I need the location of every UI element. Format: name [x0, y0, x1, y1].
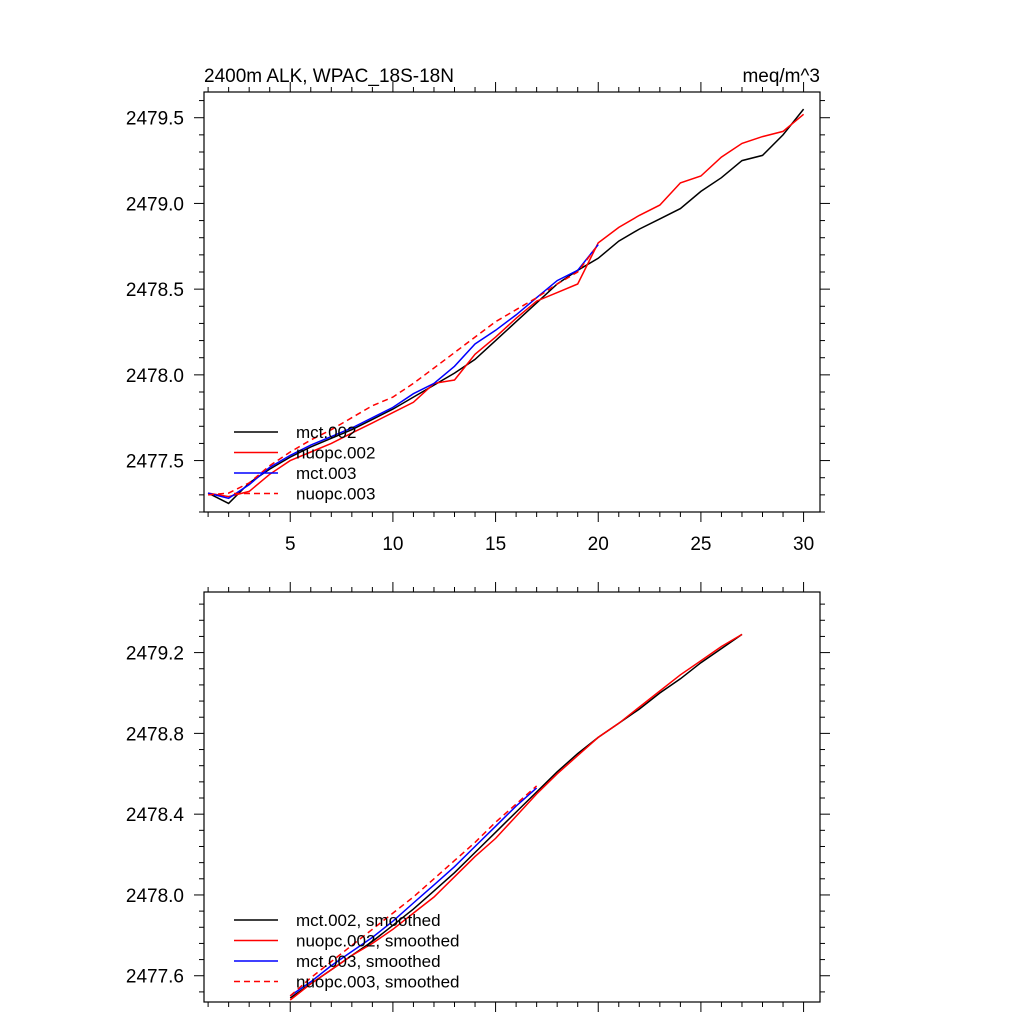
series-line-mct-002-smoothed — [289, 633, 743, 999]
units-label: meq/m^3 — [742, 66, 820, 87]
y-tick-label: 2478.4 — [126, 805, 185, 826]
x-tick-label: 5 — [285, 534, 296, 555]
legend-label: mct.002 — [296, 423, 356, 442]
legend-label: mct.003 — [296, 464, 356, 483]
legend-label: nuopc.003, smoothed — [296, 973, 460, 992]
bottom-panel: 2477.6 2478.0 2478.4 2478.8 2479.2 mct.002, s… — [126, 582, 830, 1012]
series-line-nuopc-003 — [208, 244, 599, 496]
series-line-nuopc-002 — [207, 113, 805, 498]
y-tick-label: 2479.0 — [126, 194, 184, 215]
x-tick-label: 30 — [793, 534, 814, 555]
y-tick-label: 2477.5 — [126, 452, 184, 473]
series-line-nuopc-003-smoothed — [289, 785, 538, 997]
y-tick-label: 2477.6 — [126, 967, 184, 988]
chart-title: 2400m ALK, WPAC_18S-18N — [204, 66, 454, 87]
plot-frame — [203, 91, 821, 513]
legend-label: mct.003, smoothed — [296, 952, 441, 971]
y-tick-label: 2478.8 — [126, 724, 184, 745]
y-tick-label: 2479.2 — [126, 644, 184, 665]
plot-frame — [203, 591, 821, 1003]
x-tick-label: 15 — [485, 534, 506, 555]
series-line-mct-003 — [207, 244, 599, 500]
legend-label: nuopc.003 — [296, 485, 375, 504]
legend-label: nuopc.002, smoothed — [296, 932, 460, 951]
series-line-mct-002 — [207, 108, 805, 505]
x-tick-label: 25 — [690, 534, 711, 555]
series-line-nuopc-002-smoothed — [289, 633, 743, 1001]
top-panel: 2400m ALK, WPAC_18S-18N meq/m^3 5 10 15 20 25 3… — [126, 66, 830, 555]
series-line-mct-003-smoothed — [289, 787, 538, 997]
x-tick-label: 20 — [588, 534, 609, 555]
x-tick-label: 10 — [382, 534, 403, 555]
legend-label: mct.002, smoothed — [296, 911, 441, 930]
y-tick-label: 2479.5 — [126, 109, 184, 130]
y-tick-label: 2478.0 — [126, 886, 184, 907]
legend-label: nuopc.002 — [296, 444, 375, 463]
y-tick-label: 2478.0 — [126, 366, 184, 387]
y-tick-label: 2478.5 — [126, 280, 184, 301]
